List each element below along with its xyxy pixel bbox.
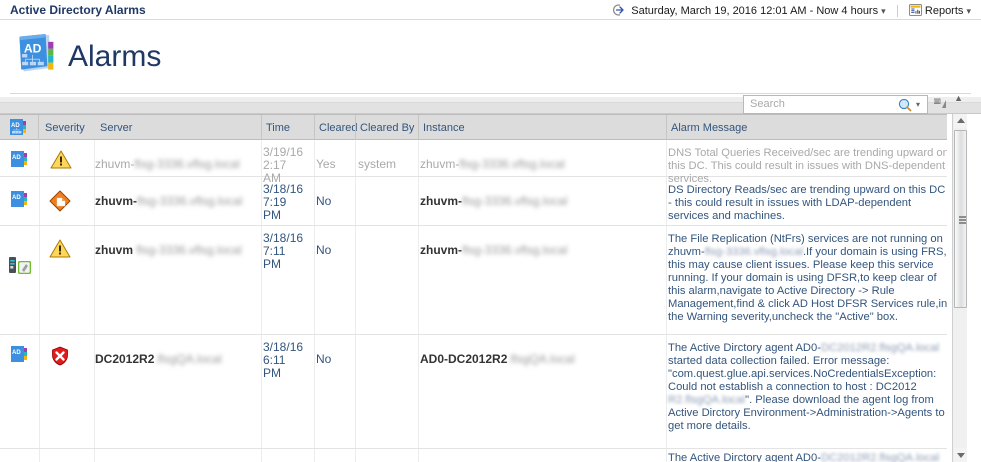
svg-text:AD: AD [11, 123, 20, 129]
svg-text:AD: AD [24, 41, 42, 55]
svg-text:AD: AD [12, 155, 21, 161]
svg-text:AD: AD [12, 350, 21, 356]
svg-text:AD: AD [12, 195, 21, 201]
